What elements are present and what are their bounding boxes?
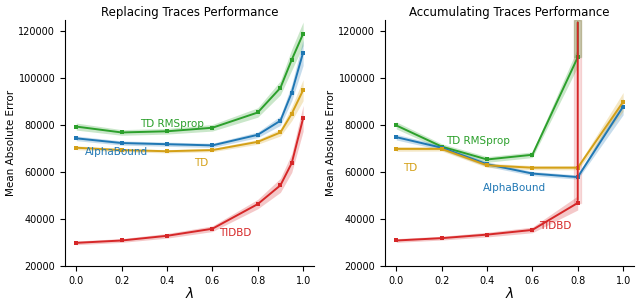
Title: Replacing Traces Performance: Replacing Traces Performance xyxy=(101,6,278,18)
X-axis label: λ: λ xyxy=(506,287,514,301)
Text: AlphaBound: AlphaBound xyxy=(85,147,148,157)
Text: TIDBD: TIDBD xyxy=(539,221,572,231)
Text: TD RMSprop: TD RMSprop xyxy=(140,119,204,129)
Text: TD RMSprop: TD RMSprop xyxy=(446,136,510,146)
Text: AlphaBound: AlphaBound xyxy=(483,183,545,193)
Text: TIDBD: TIDBD xyxy=(219,228,252,239)
Text: TD: TD xyxy=(194,158,209,169)
X-axis label: λ: λ xyxy=(186,287,194,301)
Y-axis label: Mean Absolute Error: Mean Absolute Error xyxy=(326,90,335,196)
Title: Accumulating Traces Performance: Accumulating Traces Performance xyxy=(410,6,610,18)
Text: TD: TD xyxy=(403,163,417,173)
Y-axis label: Mean Absolute Error: Mean Absolute Error xyxy=(6,90,15,196)
